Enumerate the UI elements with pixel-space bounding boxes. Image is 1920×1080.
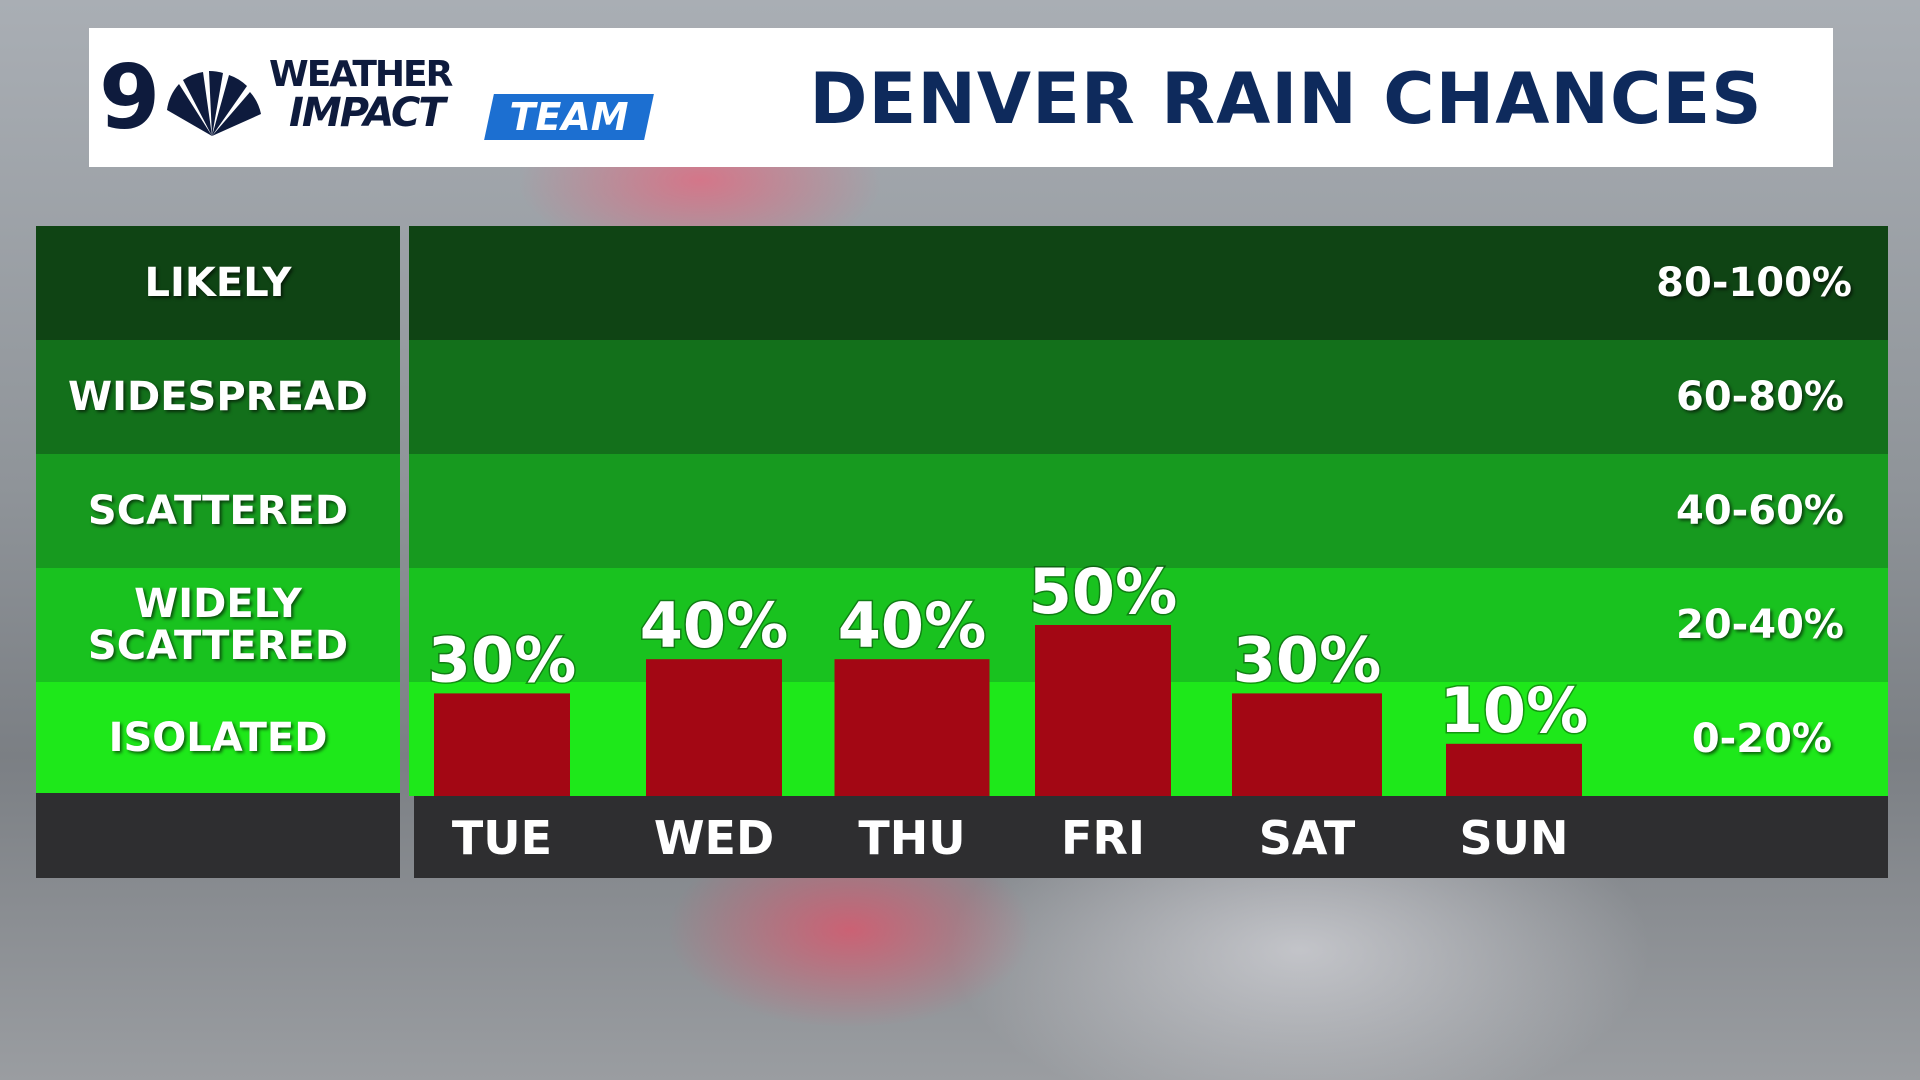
range-label-likely: 80-100% — [1656, 260, 1852, 306]
legend-band-widely-scattered: WIDELY SCATTERED — [36, 568, 400, 682]
value-label-wed: 40% — [640, 589, 788, 662]
value-label-thu: 40% — [838, 589, 986, 662]
legend-band-isolated: ISOLATED — [36, 682, 400, 793]
range-label-isolated: 0-20% — [1691, 716, 1832, 762]
logo-team-badge: TEAM — [484, 94, 654, 140]
legend-band-scattered: SCATTERED — [36, 454, 400, 568]
chart-band-likely: 80-100% — [409, 226, 1888, 340]
bar-thu — [834, 659, 990, 796]
range-label-widely-scattered: 20-40% — [1675, 602, 1844, 648]
bar-fri — [1035, 625, 1171, 796]
bar-sun — [1446, 743, 1582, 796]
value-label-sun: 10% — [1440, 674, 1588, 747]
peacock-icon — [167, 70, 261, 136]
station-logo: 9 WEATHER IMPACT TEAM — [99, 48, 659, 148]
day-label-fri: FRI — [1061, 811, 1145, 865]
value-label-fri: 50% — [1029, 555, 1177, 628]
legend-label-widespread: WIDESPREAD — [68, 374, 368, 420]
chart-band-widespread: 60-80% — [409, 340, 1888, 454]
bar-chart: 30% TUE 40% WED 40% THU 50% FRI 30% SAT 10% SUN — [426, 554, 1589, 866]
logo-team-text: TEAM — [509, 95, 629, 139]
day-label-sun: SUN — [1460, 811, 1569, 865]
range-label-scattered: 40-60% — [1675, 488, 1844, 534]
legend-footer — [36, 793, 400, 878]
header-bar: 9 WEATHER IMPACT TEAM DENVER RAIN CHANCE… — [89, 28, 1833, 167]
bar-wed — [646, 659, 782, 796]
value-label-sat: 30% — [1233, 623, 1381, 696]
range-label-widespread: 60-80% — [1675, 374, 1844, 420]
legend-label-scattered: SCATTERED — [87, 488, 349, 534]
day-label-tue: TUE — [452, 811, 552, 865]
logo-weather-text: WEATHER — [269, 54, 453, 95]
legend-band-widespread: WIDESPREAD — [36, 340, 400, 454]
logo-number: 9 — [99, 46, 161, 149]
legend-band-likely: LIKELY — [36, 226, 400, 340]
legend-panel: LIKELY WIDESPREAD SCATTERED WIDELY SCATT… — [36, 226, 400, 878]
legend-label-isolated: ISOLATED — [108, 714, 328, 761]
legend-label-likely: LIKELY — [144, 260, 292, 306]
bar-sat — [1232, 693, 1382, 796]
chart-band-scattered: 40-60% — [409, 454, 1888, 568]
bar-tue — [434, 693, 570, 796]
logo-impact-text: IMPACT — [289, 90, 446, 136]
page-title: DENVER RAIN CHANCES — [809, 58, 1763, 140]
day-label-sat: SAT — [1259, 811, 1356, 865]
chart-panel: 80-100% 60-80% 40-60% 20-40% 0-20% 30% TU… — [409, 226, 1888, 878]
day-label-wed: WED — [654, 811, 774, 865]
legend-label-widely-scattered: WIDELY SCATTERED — [87, 581, 349, 669]
value-label-tue: 30% — [428, 623, 576, 696]
day-label-thu: THU — [858, 811, 965, 865]
day-axis-strip — [414, 796, 1888, 878]
